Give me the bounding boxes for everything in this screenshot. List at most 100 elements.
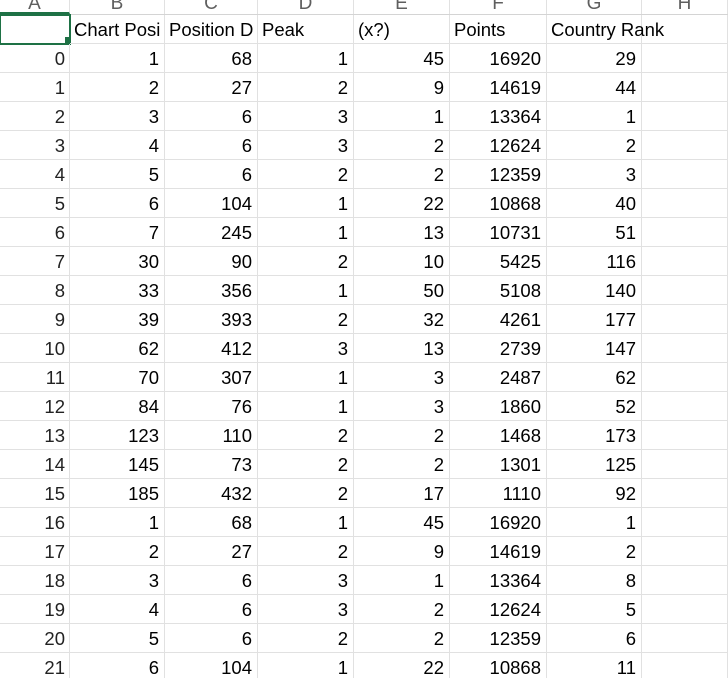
data-cell[interactable]: 5425 <box>450 247 547 276</box>
data-cell[interactable] <box>642 392 728 421</box>
data-cell[interactable]: 68 <box>165 508 258 537</box>
row-index-cell[interactable]: 19 <box>0 595 70 624</box>
data-cell[interactable]: 3 <box>258 566 354 595</box>
column-header-f[interactable]: F <box>450 0 547 14</box>
data-cell[interactable]: 2 <box>258 247 354 276</box>
row-index-cell[interactable]: 7 <box>0 247 70 276</box>
data-cell[interactable]: 2 <box>354 160 450 189</box>
data-cell[interactable]: 12624 <box>450 595 547 624</box>
data-cell[interactable]: 3 <box>547 160 642 189</box>
data-cell[interactable]: 1 <box>258 508 354 537</box>
row-index-cell[interactable]: 12 <box>0 392 70 421</box>
data-cell[interactable] <box>642 131 728 160</box>
row-index-cell[interactable]: 8 <box>0 276 70 305</box>
data-cell[interactable]: 3 <box>70 102 165 131</box>
data-cell[interactable] <box>642 653 728 678</box>
data-cell[interactable] <box>642 102 728 131</box>
row-index-cell[interactable]: 3 <box>0 131 70 160</box>
data-cell[interactable]: 6 <box>547 624 642 653</box>
data-cell[interactable]: 3 <box>258 334 354 363</box>
data-cell[interactable] <box>642 537 728 566</box>
data-cell[interactable]: 6 <box>165 566 258 595</box>
row-index-cell[interactable]: 4 <box>0 160 70 189</box>
column-header-c[interactable]: C <box>165 0 258 14</box>
data-cell[interactable]: 6 <box>165 160 258 189</box>
data-cell[interactable]: 3 <box>354 363 450 392</box>
data-cell[interactable]: 2 <box>354 624 450 653</box>
header-cell[interactable]: Country Rank <box>547 15 664 44</box>
data-cell[interactable]: 6 <box>70 189 165 218</box>
row-index-cell[interactable]: 17 <box>0 537 70 566</box>
data-cell[interactable]: 147 <box>547 334 642 363</box>
data-cell[interactable]: 16920 <box>450 508 547 537</box>
data-cell[interactable]: 104 <box>165 189 258 218</box>
data-cell[interactable]: 27 <box>165 73 258 102</box>
data-cell[interactable] <box>642 160 728 189</box>
data-cell[interactable]: 45 <box>354 44 450 73</box>
data-cell[interactable]: 356 <box>165 276 258 305</box>
data-cell[interactable]: 2 <box>258 624 354 653</box>
data-cell[interactable]: 307 <box>165 363 258 392</box>
data-cell[interactable]: 2 <box>547 131 642 160</box>
data-cell[interactable]: 245 <box>165 218 258 247</box>
data-cell[interactable]: 12359 <box>450 160 547 189</box>
data-cell[interactable]: 140 <box>547 276 642 305</box>
data-cell[interactable]: 10868 <box>450 653 547 678</box>
data-cell[interactable]: 22 <box>354 653 450 678</box>
data-cell[interactable] <box>642 363 728 392</box>
data-cell[interactable]: 1301 <box>450 450 547 479</box>
data-cell[interactable]: 393 <box>165 305 258 334</box>
data-cell[interactable]: 68 <box>165 44 258 73</box>
header-cell[interactable]: (x?) <box>354 15 450 44</box>
data-cell[interactable]: 2 <box>258 160 354 189</box>
data-cell[interactable]: 110 <box>165 421 258 450</box>
row-index-cell[interactable]: 13 <box>0 421 70 450</box>
data-cell[interactable]: 2 <box>354 595 450 624</box>
header-cell[interactable]: Position D <box>165 15 258 44</box>
data-cell[interactable]: 51 <box>547 218 642 247</box>
data-cell[interactable]: 2 <box>354 450 450 479</box>
data-cell[interactable]: 13 <box>354 334 450 363</box>
data-cell[interactable]: 45 <box>354 508 450 537</box>
header-cell[interactable]: Points <box>450 15 547 44</box>
row-index-cell[interactable]: 5 <box>0 189 70 218</box>
data-cell[interactable]: 6 <box>165 624 258 653</box>
data-cell[interactable]: 39 <box>70 305 165 334</box>
header-cell[interactable]: Chart Posi <box>70 15 165 44</box>
data-cell[interactable]: 1 <box>258 44 354 73</box>
data-cell[interactable] <box>642 73 728 102</box>
data-cell[interactable] <box>642 218 728 247</box>
data-cell[interactable]: 73 <box>165 450 258 479</box>
data-cell[interactable]: 6 <box>70 653 165 678</box>
data-cell[interactable] <box>642 566 728 595</box>
data-cell[interactable]: 27 <box>165 537 258 566</box>
data-cell[interactable]: 2 <box>258 421 354 450</box>
column-header-b[interactable]: B <box>70 0 165 14</box>
data-cell[interactable]: 2 <box>354 131 450 160</box>
header-cell[interactable] <box>642 15 728 44</box>
data-cell[interactable]: 40 <box>547 189 642 218</box>
data-cell[interactable]: 5 <box>70 624 165 653</box>
data-cell[interactable]: 2 <box>258 537 354 566</box>
row-index-cell[interactable]: 14 <box>0 450 70 479</box>
data-cell[interactable]: 116 <box>547 247 642 276</box>
data-cell[interactable]: 2 <box>70 73 165 102</box>
data-cell[interactable]: 4 <box>70 595 165 624</box>
data-cell[interactable]: 5108 <box>450 276 547 305</box>
data-cell[interactable]: 1 <box>258 218 354 247</box>
data-cell[interactable]: 50 <box>354 276 450 305</box>
row-index-cell[interactable]: 6 <box>0 218 70 247</box>
data-cell[interactable]: 3 <box>258 102 354 131</box>
data-cell[interactable]: 1 <box>258 392 354 421</box>
data-cell[interactable] <box>642 624 728 653</box>
row-index-cell[interactable]: 11 <box>0 363 70 392</box>
data-cell[interactable]: 62 <box>70 334 165 363</box>
data-cell[interactable]: 70 <box>70 363 165 392</box>
data-cell[interactable]: 4261 <box>450 305 547 334</box>
data-cell[interactable]: 7 <box>70 218 165 247</box>
data-cell[interactable] <box>642 421 728 450</box>
data-cell[interactable] <box>642 595 728 624</box>
row-index-cell[interactable]: 18 <box>0 566 70 595</box>
data-cell[interactable]: 1 <box>258 276 354 305</box>
data-cell[interactable]: 2 <box>258 73 354 102</box>
